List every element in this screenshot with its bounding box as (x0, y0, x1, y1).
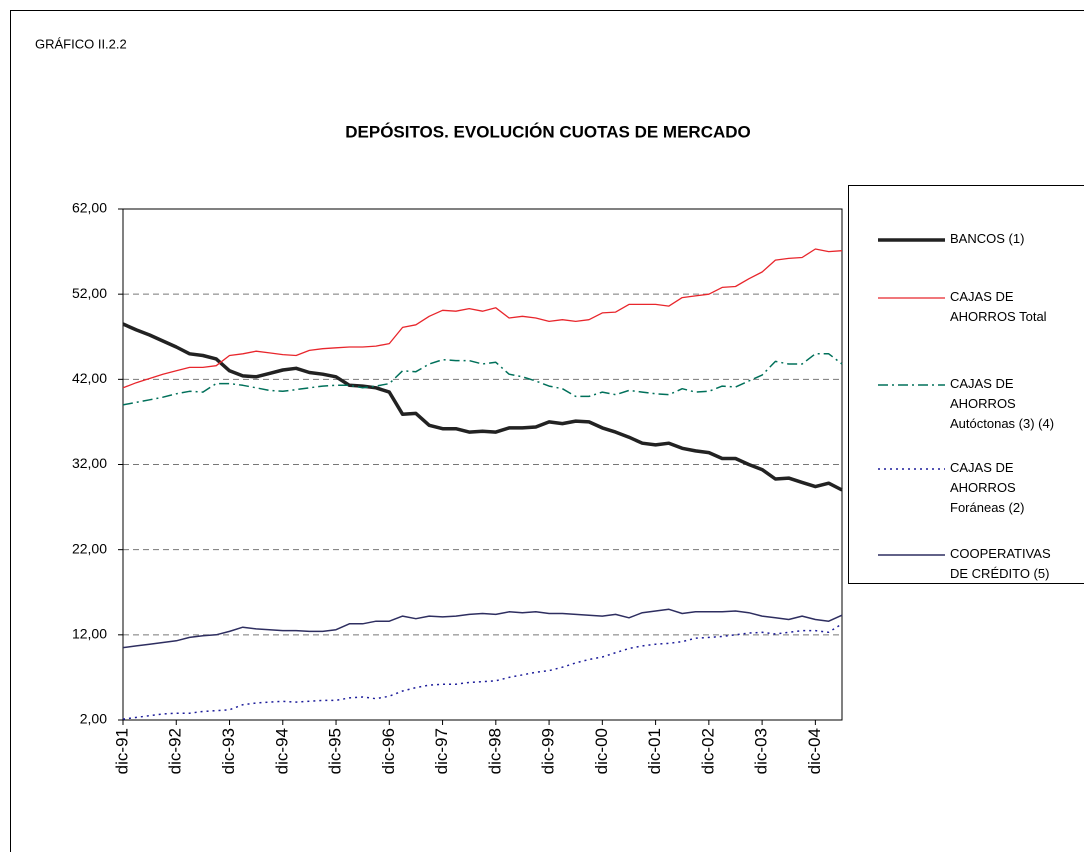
legend-line: Autóctonas (3) (4) (950, 416, 1054, 431)
y-tick-label: 52,00 (72, 285, 107, 301)
series-line (122, 248, 843, 389)
legend-label: CAJAS DE AHORROS Autóctonas (3) (4) (950, 376, 1054, 431)
x-tick-label: dic-99 (539, 728, 558, 774)
legend-line: DE CRÉDITO (5) (950, 566, 1049, 581)
chart-label: GRÁFICO II.2.2 (35, 36, 127, 51)
y-tick-label: 12,00 (72, 626, 107, 642)
x-tick-label: dic-95 (326, 728, 345, 774)
frame (10, 10, 1084, 852)
legend-label: BANCOS (1) (950, 231, 1024, 246)
x-tick-label: dic-91 (112, 728, 131, 774)
legend-line: BANCOS (1) (950, 231, 1024, 246)
legend-line: CAJAS DE (950, 376, 1014, 391)
legend-label: CAJAS DE AHORROS Total (950, 289, 1047, 324)
x-tick-label: dic-92 (166, 728, 185, 774)
legend-line: COOPERATIVAS (950, 546, 1051, 561)
series-line (122, 623, 843, 720)
legend-label: COOPERATIVAS DE CRÉDITO (5) (950, 546, 1051, 581)
legend-line: AHORROS (950, 396, 1016, 411)
legend-line: CAJAS DE (950, 289, 1014, 304)
y-tick-label: 2,00 (80, 711, 107, 727)
legend-line: AHORROS Total (950, 309, 1047, 324)
legend-label: CAJAS DE AHORROS Foráneas (2) (950, 460, 1024, 515)
x-tick-label: dic-01 (645, 728, 664, 774)
legend-line: AHORROS (950, 480, 1016, 495)
series-line (122, 322, 843, 492)
legend-line: CAJAS DE (950, 460, 1014, 475)
y-tick-label: 32,00 (72, 455, 107, 471)
series-line (122, 608, 843, 649)
chart-title: DEPÓSITOS. EVOLUCIÓN CUOTAS DE MERCADO (345, 122, 751, 141)
x-tick-label: dic-03 (752, 728, 771, 774)
x-tick-label: dic-96 (379, 728, 398, 774)
x-tick-label: dic-00 (592, 728, 611, 774)
y-tick-label: 42,00 (72, 370, 107, 386)
legend-line: Foráneas (2) (950, 500, 1024, 515)
y-tick-label: 22,00 (72, 540, 107, 556)
x-tick-label: dic-97 (432, 728, 451, 774)
plot-area (122, 208, 843, 721)
x-tick-label: dic-02 (698, 728, 717, 774)
x-tick-label: dic-04 (805, 728, 824, 774)
x-tick-label: dic-93 (219, 728, 238, 774)
x-tick-label: dic-94 (272, 728, 291, 774)
x-tick-label: dic-98 (485, 728, 504, 774)
y-tick-label: 62,00 (72, 200, 107, 216)
series-line (122, 353, 843, 406)
